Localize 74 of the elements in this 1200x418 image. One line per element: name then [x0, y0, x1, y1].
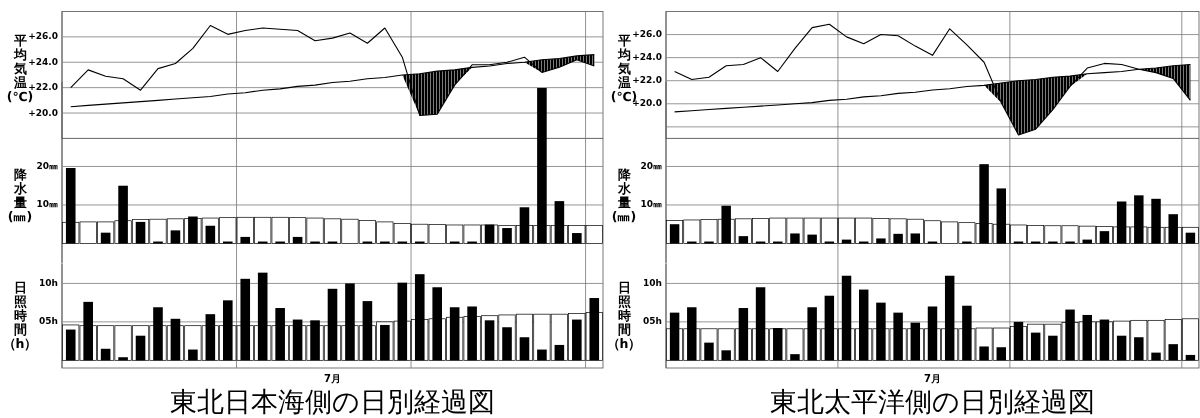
bar — [1065, 309, 1075, 361]
y-tick-label: 10h — [643, 277, 662, 288]
bar — [65, 168, 76, 244]
y-tick-label: +22.0 — [632, 75, 662, 86]
bar — [1013, 321, 1024, 361]
bar — [807, 307, 817, 361]
y-axis-title: 日照時間（h） — [606, 280, 642, 351]
y-tick-label: 05h — [643, 316, 662, 327]
bar — [1168, 214, 1178, 244]
y-tick-label: 10㎜ — [36, 199, 58, 210]
bar — [876, 302, 886, 361]
y-tick-label: 10h — [39, 277, 58, 288]
y-tick-label: +24.0 — [28, 56, 58, 67]
bar — [1082, 314, 1092, 361]
y-tick-label: 20㎜ — [640, 160, 662, 171]
bar — [414, 274, 425, 361]
text: 東北日本海側の日別経過図 — [170, 386, 495, 417]
bar — [153, 307, 163, 361]
x-axis-title: 7月 — [324, 373, 341, 384]
y-axis-title: 日照時間（h） — [2, 280, 38, 351]
bar — [944, 275, 955, 361]
bar — [118, 185, 128, 244]
bar — [240, 278, 251, 361]
bar — [893, 312, 903, 361]
bar — [927, 306, 938, 361]
bar — [467, 306, 477, 361]
bar — [537, 87, 547, 244]
bar — [910, 322, 921, 361]
bar — [310, 320, 320, 361]
bar — [449, 307, 460, 361]
bar — [738, 308, 749, 361]
bar — [962, 305, 972, 361]
y-tick-label: 20㎜ — [36, 160, 58, 171]
bar — [83, 301, 93, 361]
bar — [345, 283, 355, 361]
y-tick-label: +22.0 — [28, 82, 58, 93]
bar — [554, 201, 565, 244]
bar — [1151, 198, 1161, 244]
bar — [275, 308, 285, 361]
x-axis-title: 7月 — [924, 373, 941, 384]
bar — [979, 164, 989, 244]
y-axis-title: 降水量(㎜) — [7, 166, 33, 224]
y-axis-title: 降水量(㎜) — [611, 166, 637, 224]
bar — [824, 295, 835, 361]
y-tick-label: 05h — [39, 316, 58, 327]
bar — [188, 216, 198, 244]
y-tick-label: +24.0 — [632, 52, 662, 63]
bar — [432, 287, 443, 361]
bar — [841, 275, 852, 361]
bar — [1134, 195, 1144, 244]
text: 東北太平洋側の日別経過図 — [770, 386, 1095, 417]
bar — [669, 312, 680, 361]
bar — [687, 307, 697, 361]
bar — [721, 205, 731, 244]
bar — [327, 288, 338, 361]
bar — [1116, 201, 1127, 244]
bar — [859, 289, 869, 361]
line-series — [674, 23, 1191, 136]
y-tick-label: 10㎜ — [640, 199, 662, 210]
bar — [292, 319, 303, 361]
y-tick-label: +20.0 — [28, 107, 58, 118]
bar — [362, 301, 373, 361]
y-tick-label: +26.0 — [28, 31, 58, 42]
bar — [589, 298, 600, 361]
bar — [755, 287, 766, 361]
bar — [996, 188, 1006, 244]
bar — [519, 207, 530, 244]
bar — [205, 314, 216, 361]
line-series — [70, 24, 595, 117]
y-tick-label: +26.0 — [632, 29, 662, 40]
bar — [222, 300, 233, 361]
bar — [397, 282, 408, 361]
bar — [170, 318, 181, 361]
bar — [257, 272, 268, 361]
